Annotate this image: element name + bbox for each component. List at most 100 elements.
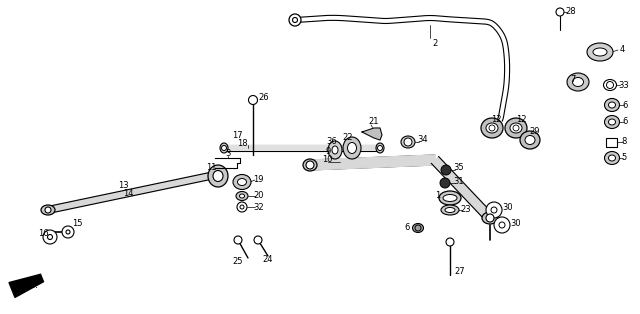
Circle shape [446,238,454,246]
Circle shape [440,178,450,188]
Ellipse shape [208,165,228,187]
Circle shape [45,207,51,213]
Ellipse shape [605,151,620,165]
Text: 33: 33 [618,80,628,89]
Ellipse shape [510,123,522,133]
Ellipse shape [505,118,527,138]
Ellipse shape [441,205,459,215]
Text: 8: 8 [621,138,627,147]
Circle shape [289,14,301,26]
Ellipse shape [604,79,616,90]
Text: 16: 16 [38,230,49,239]
Ellipse shape [401,136,415,148]
Circle shape [292,18,298,23]
Ellipse shape [376,143,384,153]
Ellipse shape [481,118,503,138]
Ellipse shape [605,99,620,111]
Circle shape [486,214,494,222]
Text: 11: 11 [206,164,216,172]
Text: 35: 35 [453,164,463,172]
Ellipse shape [213,171,223,181]
Circle shape [415,225,421,231]
Ellipse shape [609,119,616,125]
Bar [222,145,382,151]
Text: 22: 22 [342,133,353,143]
Bar [606,138,617,147]
Ellipse shape [486,123,498,133]
Text: 4: 4 [620,46,625,55]
Text: 19: 19 [253,176,264,185]
Circle shape [306,161,314,169]
Text: 31: 31 [453,177,463,187]
Circle shape [486,202,502,218]
Ellipse shape [525,136,535,144]
Ellipse shape [439,191,461,205]
Ellipse shape [343,137,361,159]
Circle shape [441,165,451,175]
Ellipse shape [236,192,248,201]
Circle shape [240,205,244,209]
Circle shape [494,217,510,233]
Circle shape [556,8,564,16]
Text: 23: 23 [460,205,470,214]
Circle shape [378,145,383,150]
Text: 30: 30 [502,203,513,213]
Polygon shape [9,274,44,297]
Text: 13: 13 [118,181,129,190]
Text: FR.: FR. [24,280,40,290]
Circle shape [47,235,52,240]
Ellipse shape [303,159,317,171]
Text: 34: 34 [417,136,428,144]
Text: 24: 24 [262,256,273,264]
Text: 20: 20 [253,192,264,201]
Ellipse shape [413,224,424,232]
Text: 29: 29 [530,127,540,137]
Ellipse shape [520,131,540,149]
Circle shape [254,236,262,244]
Ellipse shape [605,116,620,128]
Text: 32: 32 [253,203,264,212]
Ellipse shape [41,205,55,215]
Text: 12: 12 [491,116,501,124]
Ellipse shape [587,43,613,61]
Text: 36: 36 [326,137,337,145]
Ellipse shape [328,141,342,159]
Text: 5: 5 [621,154,627,163]
Circle shape [489,125,495,131]
Polygon shape [47,173,211,214]
Text: 9: 9 [325,148,330,156]
Text: 26: 26 [258,94,269,102]
Polygon shape [310,155,435,170]
Text: 2: 2 [432,39,437,47]
Circle shape [66,230,70,234]
Text: 1: 1 [435,192,440,201]
Text: 18: 18 [237,138,248,148]
Circle shape [404,138,412,146]
Circle shape [43,230,57,244]
Text: 3: 3 [225,149,230,158]
Ellipse shape [609,155,616,161]
Ellipse shape [233,175,251,190]
Polygon shape [362,128,382,140]
Text: 14: 14 [123,188,134,198]
Text: 15: 15 [72,219,83,229]
Text: 28: 28 [565,8,575,17]
Ellipse shape [348,143,356,154]
Ellipse shape [482,212,498,224]
Ellipse shape [445,208,455,213]
Circle shape [62,226,74,238]
Circle shape [499,222,505,228]
Circle shape [248,95,257,105]
Ellipse shape [220,143,228,153]
Text: 7: 7 [570,75,575,84]
Text: 12: 12 [516,116,526,124]
Ellipse shape [573,78,584,86]
Circle shape [221,145,227,150]
Circle shape [237,202,247,212]
Ellipse shape [443,194,457,202]
Text: 21: 21 [368,117,378,127]
Text: 27: 27 [454,268,465,277]
Ellipse shape [239,194,244,198]
Text: 17: 17 [232,131,243,139]
Ellipse shape [332,146,338,154]
